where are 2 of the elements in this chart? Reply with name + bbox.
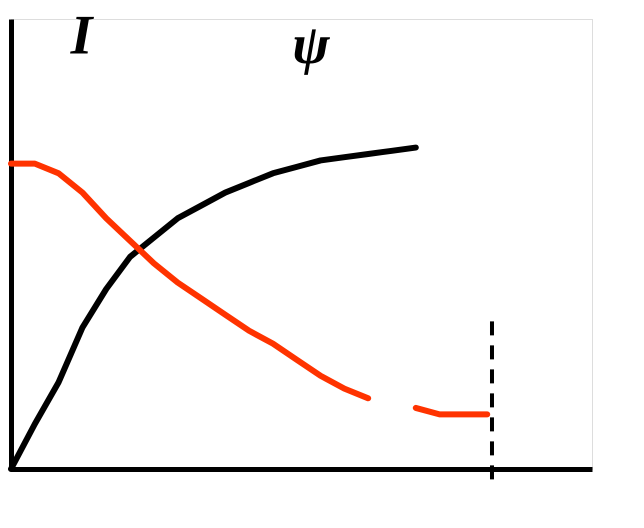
text: ψ <box>292 14 330 76</box>
y-axis-title: I <box>70 4 95 66</box>
